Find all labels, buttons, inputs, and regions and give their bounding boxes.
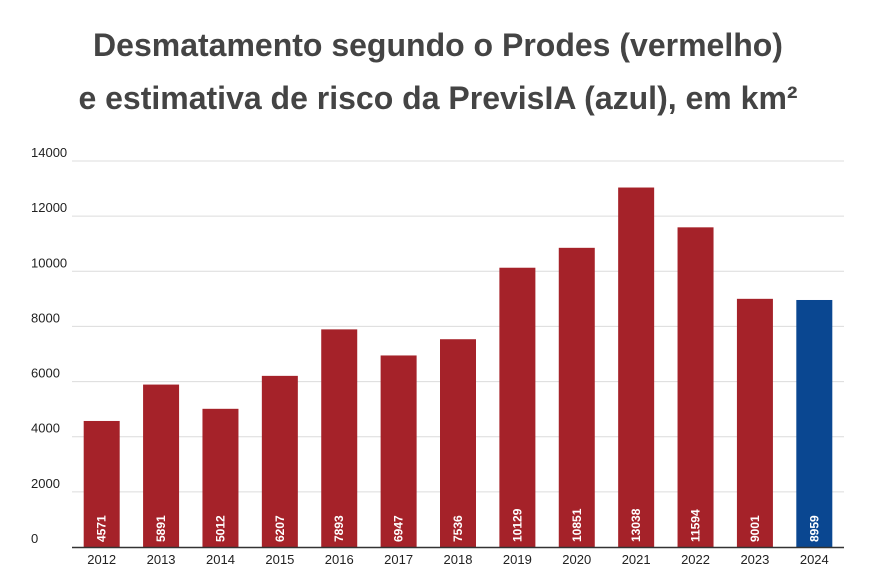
x-axis-ticks: 2012 2013 2014 2015 2016 2017 2018 2019 2020 2021…	[87, 552, 829, 567]
x-tick-label: 2018	[444, 552, 473, 567]
data-label-2019: 10129	[510, 508, 524, 542]
data-label-2022: 11594	[689, 509, 703, 542]
data-label-2024: 8959	[807, 515, 821, 542]
data-label-2012: 4571	[95, 515, 109, 542]
x-tick-label: 2023	[740, 552, 769, 567]
chart-title-line-2: e estimativa de risco da PrevisIA (azul)…	[78, 80, 798, 116]
bar-2014	[202, 408, 239, 547]
y-tick-label: 14000	[31, 145, 67, 160]
bars	[83, 187, 833, 547]
bar-2020	[558, 247, 595, 547]
data-labels: 4571 5891 5012 6207 7893 6947 7536 10129 10851 13…	[95, 508, 822, 542]
x-tick-label: 2014	[206, 552, 235, 567]
bar-2019	[499, 267, 536, 547]
y-tick-label: 6000	[31, 366, 60, 381]
data-label-2017: 6947	[392, 515, 406, 542]
data-label-2023: 9001	[748, 515, 762, 542]
bar-2015	[261, 375, 298, 547]
data-label-2015: 6207	[273, 515, 287, 542]
bar-2012	[83, 420, 120, 547]
data-label-2021: 13038	[629, 508, 643, 542]
x-tick-label: 2019	[503, 552, 532, 567]
x-tick-label: 2020	[562, 552, 591, 567]
bar-2018	[440, 339, 476, 547]
x-tick-label: 2024	[800, 552, 829, 567]
x-tick-label: 2022	[681, 552, 710, 567]
data-label-2013: 5891	[154, 515, 168, 542]
bar-2024	[796, 299, 833, 547]
x-tick-label: 2012	[87, 552, 116, 567]
x-tick-label: 2013	[147, 552, 176, 567]
bar-2021	[618, 187, 655, 547]
x-tick-label: 2015	[265, 552, 294, 567]
x-tick-label: 2017	[384, 552, 413, 567]
y-tick-label: 2000	[31, 476, 60, 491]
data-label-2016: 7893	[332, 515, 346, 542]
bar-2013	[143, 384, 180, 547]
y-tick-label: 8000	[31, 310, 60, 325]
bar-2023	[736, 298, 773, 547]
data-label-2014: 5012	[213, 515, 227, 542]
data-label-2020: 10851	[570, 508, 584, 542]
y-tick-label: 10000	[31, 255, 67, 270]
y-axis-ticks: 0 2000 4000 6000 8000 10000 12000 14000	[31, 145, 67, 546]
y-tick-label: 12000	[31, 200, 67, 215]
bar-2016	[321, 329, 358, 547]
bar-2017	[380, 355, 417, 547]
y-tick-label: 0	[31, 531, 38, 546]
bar-2022	[677, 227, 714, 547]
chart-title-line-1: Desmatamento segundo o Prodes (vermelho)	[93, 27, 783, 63]
x-tick-label: 2021	[622, 552, 651, 567]
x-tick-label: 2016	[325, 552, 354, 567]
y-tick-label: 4000	[31, 421, 60, 436]
data-label-2018: 7536	[451, 515, 465, 542]
